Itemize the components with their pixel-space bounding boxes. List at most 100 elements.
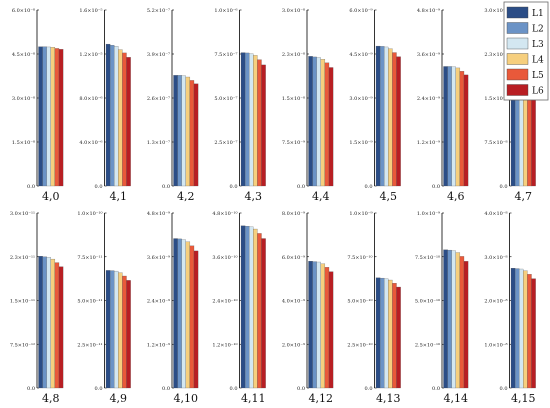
- y-tick-label: 0.0: [27, 184, 35, 190]
- y-tick-label: 2.3×10⁻¹¹: [10, 255, 35, 261]
- y-tick-label: 1.3×10⁻⁷: [147, 140, 170, 146]
- bar-l2: [447, 249, 452, 389]
- bar-l1: [308, 56, 313, 187]
- bar-l4: [185, 76, 191, 187]
- y-tick-label: 2.0×10⁻⁸: [484, 299, 507, 305]
- y-tick-label: 2.4×10⁻⁹: [147, 299, 170, 305]
- y-tick-label: 5.2×10⁻⁷: [147, 8, 170, 14]
- y-tick-label: 7.5×10⁻⁹: [282, 140, 305, 146]
- y-tick-label: 6.0×10⁻⁹: [349, 8, 372, 14]
- y-tick-label: 2.5×10⁻¹¹: [77, 342, 102, 348]
- bar-l6: [463, 74, 469, 187]
- y-tick-label: 4.8×10⁻¹⁰: [212, 211, 237, 217]
- x-category-label: 4,5: [380, 190, 398, 203]
- y-tick-label: 1.2×10⁻⁹: [417, 140, 440, 146]
- bar-l2: [379, 46, 385, 187]
- y-tick-label: 2.3×10⁻⁷: [484, 52, 507, 58]
- y-tick-label: 0.0: [432, 386, 440, 392]
- bar-l1: [375, 45, 381, 187]
- y-tick-label: 3.0×10⁻⁸: [12, 96, 35, 102]
- y-tick-label: 1.2×10⁻⁵: [79, 52, 102, 58]
- bar-l5: [324, 267, 330, 389]
- bar-l5: [392, 52, 397, 187]
- bar-l4: [455, 252, 461, 389]
- y-tick-label: 0.0: [230, 184, 238, 190]
- bar-l3: [114, 270, 119, 389]
- x-category-label: 4,2: [177, 190, 195, 203]
- bar-l4: [253, 228, 258, 389]
- y-tick-label: 1.2×10⁻⁹: [147, 342, 170, 348]
- y-tick-label: 6.0×10⁻⁸: [12, 8, 35, 14]
- legend-label-l4: L4: [532, 56, 544, 66]
- bar-l1: [240, 52, 246, 187]
- y-tick-label: 6.0×10⁻⁹: [282, 255, 305, 261]
- x-category-label: 4,1: [110, 190, 128, 203]
- bar-l2: [514, 268, 520, 389]
- bar-l5: [122, 275, 127, 389]
- legend-swatch: [506, 6, 529, 19]
- bar-l5: [189, 80, 195, 187]
- y-tick-label: 1.5×10⁻⁷: [484, 96, 507, 102]
- y-tick-label: 2.0×10⁻⁹: [282, 342, 305, 348]
- y-tick-label: 0.0: [297, 184, 305, 190]
- bar-l1: [443, 249, 448, 389]
- y-tick-label: 2.4×10⁻⁹: [417, 96, 440, 102]
- legend-swatch: [506, 68, 529, 81]
- legend-box: [503, 1, 549, 101]
- bar-l3: [46, 257, 51, 389]
- bar-l6: [531, 278, 536, 389]
- bar-l1: [38, 46, 43, 187]
- bar-l6: [328, 67, 334, 187]
- bar-l2: [177, 75, 182, 187]
- panel-4-8: 0.0 7.5×10⁻¹² 1.5×10⁻¹¹ 2.3×10⁻¹¹ 3.0×10⁻¹¹ 4…: [10, 211, 64, 405]
- x-category-label: 4,15: [511, 392, 536, 405]
- x-category-label: 4,14: [444, 392, 469, 405]
- bar-l1: [443, 66, 448, 187]
- bar-l5: [189, 245, 195, 389]
- y-tick-label: 1.6×10⁻⁵: [79, 8, 102, 14]
- bar-l3: [181, 239, 186, 389]
- bar-l3: [316, 57, 321, 187]
- bar-l5: [257, 59, 262, 187]
- bar-l1: [105, 43, 111, 187]
- y-tick-label: 1.0×10⁻⁹: [349, 211, 372, 217]
- y-tick-label: 8.0×10⁻⁶: [79, 96, 102, 102]
- bar-l6: [261, 238, 266, 389]
- x-category-label: 4,4: [312, 190, 330, 203]
- bar-l4: [253, 55, 258, 187]
- legend-label-l2: L2: [532, 25, 544, 35]
- bar-l6: [261, 64, 266, 187]
- y-tick-label: 0.0: [162, 184, 170, 190]
- bar-l2: [177, 238, 182, 389]
- bar-l2: [312, 261, 317, 389]
- x-category-label: 4,7: [515, 190, 533, 203]
- panel-4-15: 0.0 1.0×10⁻⁸ 2.0×10⁻⁸ 3.0×10⁻⁸ 4.0×10⁻⁸ 4,15: [484, 211, 536, 405]
- bar-l4: [50, 258, 56, 389]
- y-tick-label: 4.0×10⁻⁸: [484, 211, 507, 217]
- bar-l1: [38, 256, 43, 389]
- y-tick-label: 2.5×10⁻¹⁰: [347, 342, 372, 348]
- y-tick-label: 2.3×10⁻⁸: [282, 52, 305, 58]
- bar-l4: [50, 47, 56, 187]
- bar-l5: [459, 256, 465, 389]
- bar-l5: [54, 262, 60, 389]
- y-tick-label: 4.5×10⁻⁸: [12, 52, 35, 58]
- y-tick-label: 5.0×10⁻¹⁰: [415, 299, 440, 305]
- panel-4-10: 0.0 1.2×10⁻⁹ 2.4×10⁻⁹ 3.6×10⁻⁹ 4.8×10⁻⁹ 4,10: [147, 211, 199, 405]
- y-tick-label: 3.6×10⁻¹⁰: [212, 255, 237, 261]
- y-tick-label: 2.4×10⁻¹⁰: [212, 299, 237, 305]
- panel-4-12: 0.0 2.0×10⁻⁹ 4.0×10⁻⁹ 6.0×10⁻⁹ 8.0×10⁻⁹ 4,12: [282, 211, 334, 405]
- bar-l2: [312, 56, 317, 187]
- panel-4-13: 0.0 2.5×10⁻¹⁰ 5.0×10⁻¹⁰ 7.5×10⁻¹⁰ 1.0×10⁻⁹ 4,…: [347, 211, 401, 405]
- panel-4-9: 0.0 2.5×10⁻¹¹ 5.0×10⁻¹¹ 7.5×10⁻¹¹ 1.0×10⁻¹⁰ 4…: [77, 211, 131, 405]
- bar-l4: [185, 241, 191, 389]
- y-tick-label: 4.5×10⁻⁹: [349, 52, 372, 58]
- legend-swatch: [506, 84, 529, 96]
- y-tick-label: 2.6×10⁻⁷: [147, 96, 170, 102]
- legend-label-l5: L5: [532, 71, 544, 81]
- panel-4-11: 0.0 1.2×10⁻¹⁰ 2.4×10⁻¹⁰ 3.6×10⁻¹⁰ 4.8×10⁻¹⁰ 4…: [212, 211, 266, 405]
- bar-l1: [510, 268, 516, 389]
- bar-l5: [459, 71, 465, 187]
- bar-l5: [257, 233, 262, 389]
- y-tick-label: 3.0×10⁻⁷: [484, 8, 507, 14]
